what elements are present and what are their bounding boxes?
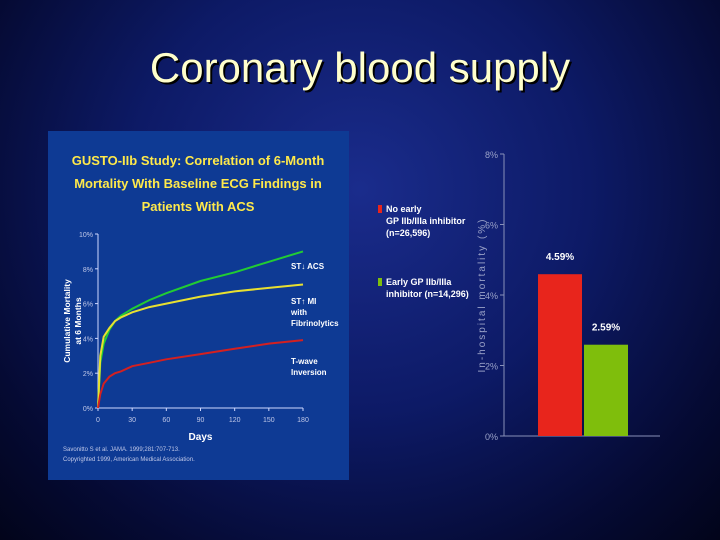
- y-tick-label: 6%: [83, 302, 93, 309]
- y-axis-label-line: at 6 Months: [73, 297, 83, 344]
- series-label: Inversion: [291, 368, 327, 377]
- y-tick-label: 4%: [485, 291, 498, 301]
- legend-swatch: [378, 278, 382, 286]
- series-label: with: [290, 308, 307, 317]
- gusto-line-chart: GUSTO-IIb Study: Correlation of 6-Month M…: [62, 153, 339, 463]
- series-label: T-wave: [291, 357, 318, 366]
- y-tick-label: 2%: [83, 371, 93, 378]
- y-tick-label: 0%: [485, 432, 498, 442]
- y-tick-label: 0%: [83, 406, 93, 413]
- series-label: ST↓ ACS: [291, 262, 325, 271]
- y-axis-label-line: Cumulative Mortality: [62, 279, 72, 363]
- gusto-chart-panel: GUSTO-IIb Study: Correlation of 6-Month M…: [48, 131, 349, 480]
- legend-label: No early: [386, 204, 422, 214]
- y-tick-label: 8%: [83, 267, 93, 274]
- x-axis-label: Days: [189, 432, 213, 443]
- slide-title: Coronary blood supply: [149, 44, 571, 91]
- y-tick-label: 2%: [485, 362, 498, 372]
- legend-label: (n=26,596): [386, 228, 430, 238]
- bar-value-label: 2.59%: [592, 323, 620, 334]
- y-tick-label: 4%: [83, 336, 93, 343]
- bar-value-label: 4.59%: [546, 252, 574, 263]
- series-line: [97, 283, 304, 409]
- y-axis-label: In-hospital mortality (%): [477, 217, 488, 372]
- y-tick-label: 6%: [485, 221, 498, 231]
- mortality-bar-chart: 0% 2% 4% 6% 8% In-hospital mortality (%) 4.59%…: [378, 150, 660, 442]
- x-tick-label: 180: [297, 417, 309, 424]
- chart-title-line: Patients With ACS: [142, 199, 255, 214]
- legend-label: GP IIb/IIIa inhibitor: [386, 216, 466, 226]
- y-tick-label: 8%: [485, 150, 498, 160]
- bar: [584, 344, 628, 436]
- bar: [538, 274, 582, 436]
- x-tick-label: 90: [197, 417, 205, 424]
- chart-title-line: GUSTO-IIb Study: Correlation of 6-Month: [72, 153, 325, 168]
- x-tick-label: 150: [263, 417, 275, 424]
- legend-label: Early GP IIb/IIIa: [386, 277, 452, 287]
- mortality-bar-chart-panel: 0% 2% 4% 6% 8% In-hospital mortality (%) 4.59%…: [368, 140, 678, 450]
- x-tick-label: 120: [229, 417, 241, 424]
- legend-label: inhibitor (n=14,296): [386, 289, 469, 299]
- y-tick-label: 10%: [79, 232, 93, 239]
- x-tick-label: 0: [96, 417, 100, 424]
- series-line: [97, 250, 304, 409]
- chart-title-line: Mortality With Baseline ECG Findings in: [74, 176, 322, 191]
- legend-swatch: [378, 205, 382, 213]
- series-line: [97, 339, 304, 409]
- x-tick-label: 60: [162, 417, 170, 424]
- source-citation-line: Savonitto S et al. JAMA. 1999;281:707-71…: [63, 447, 180, 453]
- source-citation-line: Copyrighted 1999, American Medical Assoc…: [63, 457, 195, 463]
- series-label: ST↑ MI: [291, 297, 316, 306]
- x-tick-label: 30: [128, 417, 136, 424]
- series-label: Fibrinolytics: [291, 319, 339, 328]
